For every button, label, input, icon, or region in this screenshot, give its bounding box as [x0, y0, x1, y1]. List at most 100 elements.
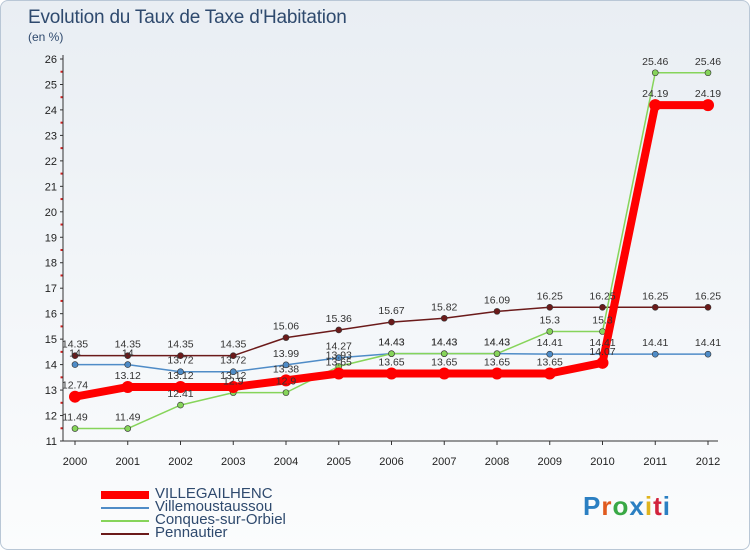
data-label: 14.43 [431, 337, 457, 349]
x-tick-label: 2011 [643, 456, 667, 468]
legend-label: Villemoustaussou [155, 498, 273, 515]
data-label: 14.43 [484, 337, 510, 349]
data-point [704, 303, 712, 311]
data-point [651, 69, 659, 77]
data-label: 24.19 [642, 88, 668, 100]
data-point [546, 328, 554, 335]
data-label: 13.12 [220, 370, 246, 382]
y-minor-dot [60, 299, 63, 302]
data-point [440, 314, 448, 322]
data-label: 16.09 [484, 294, 510, 306]
x-tick-label: 2001 [116, 456, 140, 468]
data-point [651, 303, 659, 311]
data-point [335, 326, 343, 334]
x-tick-label: 2008 [485, 456, 509, 468]
data-label: 14.43 [378, 337, 404, 349]
y-minor-dot [60, 427, 63, 430]
y-minor-dot [60, 401, 63, 404]
x-tick-label: 2009 [538, 456, 562, 468]
y-tick-label: 19 [45, 232, 57, 244]
data-label: 15.3 [592, 314, 613, 326]
y-minor-dot [60, 249, 63, 251]
y-minor-dot [60, 376, 63, 379]
data-point [174, 381, 187, 394]
data-point [332, 367, 345, 380]
data-label: 12.9 [276, 376, 297, 388]
y-tick-label: 12 [45, 411, 57, 423]
logo-letter: i [662, 491, 671, 521]
data-label: 13.65 [326, 357, 352, 369]
y-minor-dot [60, 223, 63, 226]
data-label: 16.25 [642, 290, 668, 302]
proxiti-logo: Proxiti [583, 491, 671, 522]
y-tick-label: 15 [45, 334, 57, 346]
y-tick-label: 20 [45, 207, 57, 219]
data-label: 14.41 [695, 337, 721, 349]
logo-letter: r [601, 491, 613, 521]
data-label: 14.27 [326, 341, 352, 353]
x-tick-label: 2010 [590, 456, 614, 468]
data-point [177, 352, 184, 359]
data-point [546, 303, 554, 311]
data-label: 24.19 [695, 88, 721, 100]
data-point [493, 308, 501, 315]
data-label: 14.07 [589, 346, 615, 358]
data-point [124, 425, 132, 432]
data-label: 14 [122, 348, 134, 360]
data-point [177, 401, 184, 409]
data-point [388, 318, 395, 326]
y-tick-label: 25 [45, 79, 57, 91]
data-label: 13.65 [378, 357, 404, 369]
data-label: 14.43 [431, 337, 457, 349]
data-point [649, 99, 662, 112]
logo-letter: i [644, 491, 654, 521]
x-tick-label: 2007 [432, 456, 456, 468]
data-label: 13.12 [115, 370, 141, 382]
data-point [385, 367, 398, 380]
legend-swatch [101, 491, 149, 499]
data-label: 25.46 [642, 56, 668, 68]
y-minor-dot [60, 350, 63, 353]
data-label: 16.25 [589, 290, 615, 302]
data-point [282, 361, 290, 369]
data-label: 15.06 [273, 321, 299, 333]
legend-label: Conques-sur-Orbiel [155, 511, 286, 528]
data-point [599, 303, 606, 311]
data-point [177, 368, 184, 376]
data-point [71, 352, 79, 359]
data-point [440, 350, 448, 357]
x-tick-label: 2006 [379, 456, 403, 468]
data-label: 13.99 [273, 348, 299, 360]
data-point [229, 352, 237, 359]
y-tick-label: 22 [45, 156, 57, 168]
y-tick-label: 23 [45, 130, 57, 142]
x-tick-label: 2005 [327, 456, 351, 468]
data-point [229, 368, 237, 376]
y-tick-label: 18 [45, 258, 57, 270]
data-label: 13.72 [220, 355, 246, 367]
data-point [124, 361, 132, 368]
x-tick-label: 2012 [696, 456, 720, 468]
data-point [543, 367, 556, 380]
data-label: 11.49 [115, 412, 141, 424]
data-label: 14.41 [537, 337, 563, 349]
data-label: 15.3 [540, 314, 561, 326]
data-label: 14 [69, 348, 81, 360]
y-tick-label: 14 [45, 360, 57, 372]
data-label: 15.67 [378, 305, 404, 317]
y-minor-dot [60, 172, 63, 175]
data-label: 13.38 [273, 363, 299, 375]
y-minor-dot [60, 274, 63, 277]
legend-swatch [101, 533, 149, 535]
data-point [388, 350, 395, 357]
data-label: 13.65 [484, 357, 510, 369]
data-label: 16.25 [537, 290, 563, 302]
data-point [69, 390, 81, 403]
y-tick-label: 24 [45, 105, 57, 117]
x-tick-label: 2003 [221, 456, 245, 468]
data-label: 14.35 [167, 339, 193, 351]
data-point [704, 350, 712, 358]
data-label: 16.25 [695, 290, 721, 302]
